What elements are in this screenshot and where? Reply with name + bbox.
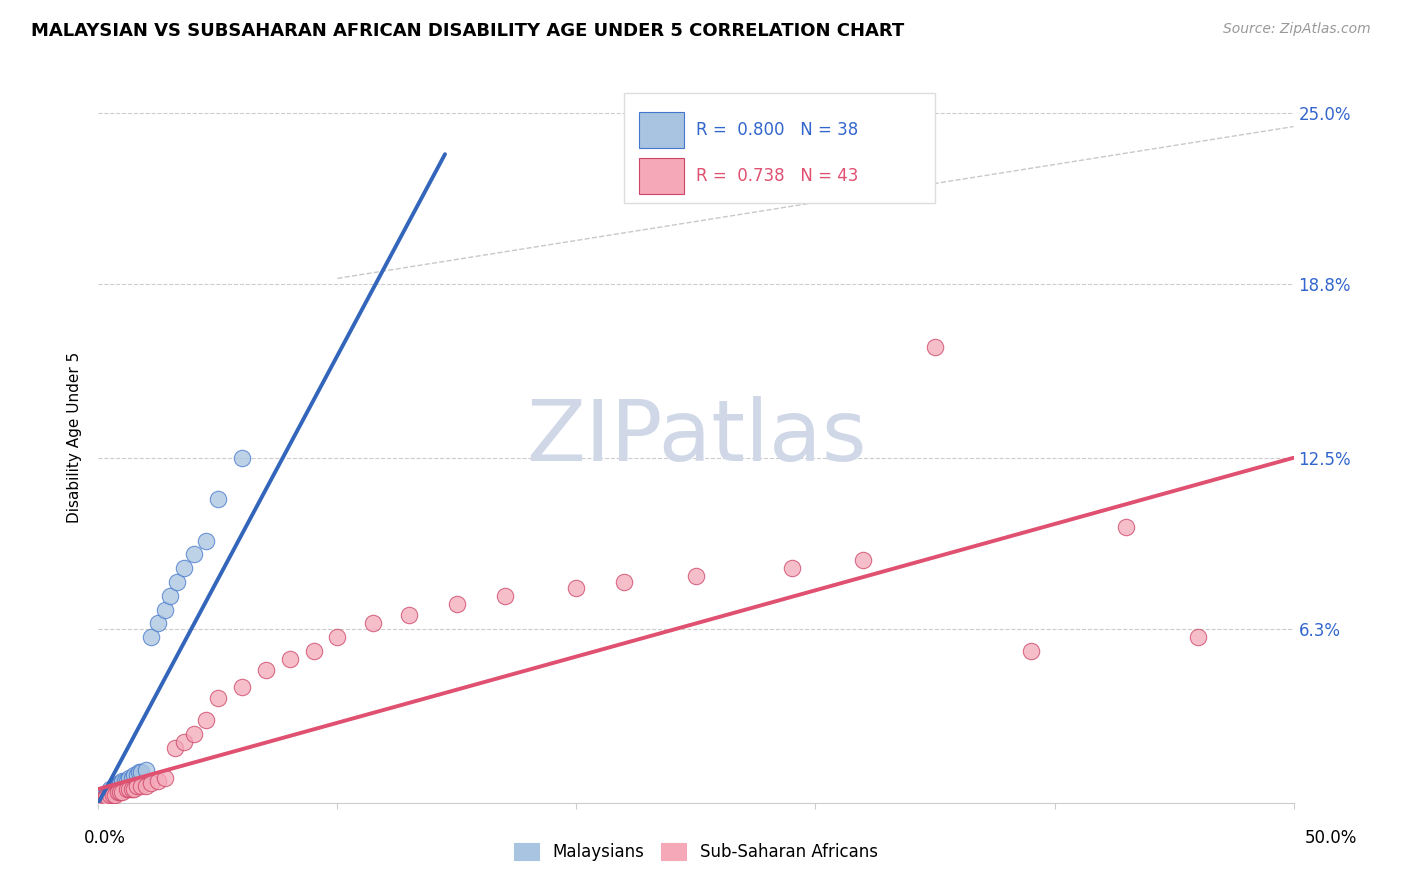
Point [118,771,141,785]
Point [118,782,141,797]
Point [104,788,127,802]
Point [852,553,875,567]
Point [173,735,195,749]
Point [131,779,153,793]
Text: Source: ZipAtlas.com: Source: ZipAtlas.com [1223,22,1371,37]
Point [115,782,138,797]
Point [326,630,349,644]
Legend: Malaysians, Sub-Saharan Africans: Malaysians, Sub-Saharan Africans [508,836,884,868]
FancyBboxPatch shape [638,158,685,194]
Point [115,773,138,788]
Point [207,690,229,705]
Point [155,602,177,616]
Text: ZIPatlas: ZIPatlas [526,395,866,479]
Point [91,790,114,805]
Point [111,773,134,788]
Point [94,790,117,805]
Point [94,790,117,805]
Point [97,790,120,805]
Point [302,644,325,658]
Point [183,727,205,741]
Point [97,788,120,802]
Point [494,589,516,603]
Point [104,779,127,793]
Point [173,561,195,575]
Point [128,765,150,780]
Point [278,652,301,666]
Point [121,771,143,785]
FancyBboxPatch shape [638,112,685,148]
Point [924,340,946,354]
Point [131,765,153,780]
Point [135,779,157,793]
Point [195,713,218,727]
Point [231,680,253,694]
Point [111,785,134,799]
Point [148,773,170,788]
Text: R =  0.800   N = 38: R = 0.800 N = 38 [696,121,858,139]
Point [107,779,129,793]
Point [398,608,420,623]
Point [1019,644,1042,658]
Point [98,785,122,799]
Point [114,773,136,788]
Point [231,450,253,465]
Point [108,776,131,790]
Point [101,782,124,797]
Text: R =  0.738   N = 43: R = 0.738 N = 43 [696,167,858,185]
Point [207,492,229,507]
Point [254,663,277,677]
Point [98,782,122,797]
Point [155,771,177,785]
Point [121,782,143,797]
Point [135,763,157,777]
FancyBboxPatch shape [624,94,935,203]
Text: 0.0%: 0.0% [84,829,127,847]
Point [101,788,124,802]
Point [780,561,803,575]
Point [183,548,205,562]
Point [685,569,707,583]
Text: MALAYSIAN VS SUBSAHARAN AFRICAN DISABILITY AGE UNDER 5 CORRELATION CHART: MALAYSIAN VS SUBSAHARAN AFRICAN DISABILI… [31,22,904,40]
Point [107,785,129,799]
Point [97,785,120,799]
Y-axis label: Disability Age Under 5: Disability Age Under 5 [66,351,82,523]
Point [108,776,131,790]
Point [91,793,114,807]
Point [166,574,188,589]
Point [125,779,148,793]
Point [446,597,468,611]
Point [1187,630,1209,644]
Point [111,776,134,790]
Point [163,740,186,755]
Point [94,788,117,802]
Point [90,793,112,807]
Point [90,793,112,807]
Point [363,616,385,631]
Point [124,768,146,782]
Point [1115,520,1137,534]
Point [107,779,129,793]
Point [148,616,170,631]
Point [91,793,114,807]
Point [613,574,636,589]
Point [124,782,146,797]
Point [98,788,122,802]
Point [101,782,124,797]
Text: 50.0%: 50.0% [1305,829,1357,847]
Point [565,581,588,595]
Point [125,768,148,782]
Point [104,782,127,797]
Point [195,533,218,548]
Point [108,785,131,799]
Point [139,630,162,644]
Point [159,589,181,603]
Point [139,776,162,790]
